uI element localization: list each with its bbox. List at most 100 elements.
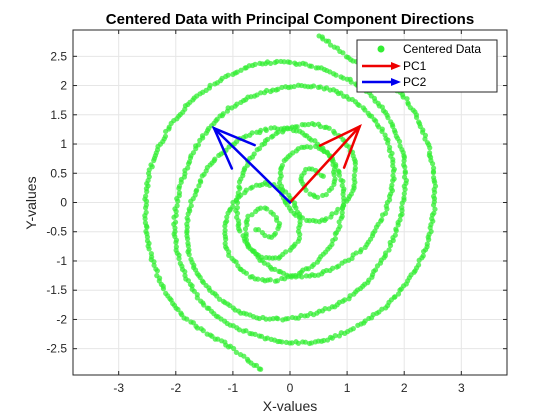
data-point [225,210,231,216]
data-point [278,166,284,172]
data-point [238,99,244,106]
data-point [230,71,236,77]
data-point [242,65,248,71]
data-point [216,152,222,159]
data-point [261,90,268,96]
data-point [268,209,274,215]
data-point [285,315,291,322]
data-point [285,59,291,65]
data-point [391,127,398,133]
data-point [151,157,157,164]
data-point [431,174,437,181]
data-point [303,187,309,193]
data-point [272,266,278,272]
arrow-pc1 [288,125,361,204]
data-point [298,312,304,319]
data-point [321,86,327,92]
data-point [331,44,337,50]
data-point [350,326,356,332]
x-tick-label: 0 [287,381,294,395]
data-point [338,177,344,183]
data-point [401,174,408,180]
data-point [335,168,341,174]
data-point [372,267,379,273]
data-point [289,124,295,130]
data-point [329,241,335,248]
data-point [262,232,268,239]
data-point [342,297,348,303]
data-point [344,76,350,82]
data-point [201,302,207,308]
data-point [339,210,345,216]
data-point [234,200,241,206]
data-point [360,105,366,111]
data-point [392,232,398,238]
data-point [234,210,241,216]
data-point [272,59,278,66]
data-point [289,340,295,346]
data-point [188,198,194,204]
data-point [431,210,437,216]
data-point [297,219,303,225]
data-point [186,251,192,258]
data-point [340,202,346,208]
data-point [337,223,343,229]
data-point [335,263,342,269]
data-point [329,211,335,217]
data-point [143,198,150,204]
data-point [222,223,228,229]
data-point [245,243,252,249]
pc-arrows [211,123,362,204]
data-point [154,268,160,274]
data-point [142,216,148,222]
data-point [401,195,407,201]
data-point [257,60,263,66]
y-axis-label: Y-values [23,176,39,229]
data-point [267,277,273,283]
data-point [295,340,302,346]
data-point [243,328,249,334]
data-point [151,259,157,265]
data-point [175,306,181,313]
data-point [389,182,395,188]
data-point [255,276,261,282]
data-point [405,100,411,106]
data-point [233,349,239,355]
data-point [339,182,345,189]
data-point [277,176,283,182]
data-point [353,250,359,256]
data-point [253,208,259,215]
data-point [382,132,388,138]
data-point [335,206,341,212]
y-tick-label: 0.5 [50,166,67,180]
data-point [223,236,229,242]
legend-label-pc1: PC1 [403,59,427,73]
data-point [199,173,205,179]
data-point [322,124,328,131]
data-point [212,81,218,87]
data-point [142,205,149,211]
data-point [171,214,177,220]
data-point [315,194,321,200]
y-tick-label: 2.5 [50,49,67,63]
data-point [427,150,433,156]
data-point [315,84,322,90]
data-point [327,42,334,48]
data-point [351,172,357,179]
data-point [242,190,248,196]
data-point [194,295,200,301]
data-point [236,327,243,333]
data-point [386,247,392,253]
data-point [144,189,150,195]
data-point [286,192,292,198]
data-point [178,179,184,185]
data-point [424,241,430,247]
data-point [184,316,190,322]
x-tick-label: -3 [113,381,124,395]
arrowhead-pc2 [211,125,256,170]
data-point [144,224,150,230]
data-point [332,333,338,339]
data-point [424,140,431,146]
data-point [387,144,393,150]
